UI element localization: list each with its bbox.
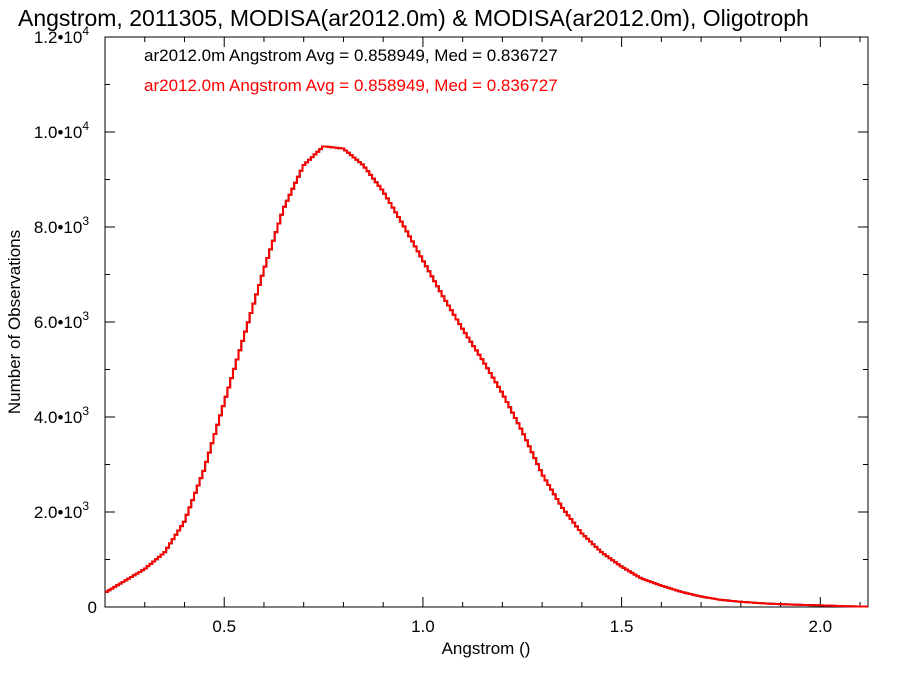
- y-tick-label: 8.0•103: [34, 214, 90, 237]
- x-tick-labels: 0.5 1.0 1.5 2.0: [212, 617, 832, 636]
- x-axis-label: Angstrom (): [442, 639, 531, 658]
- histogram-line-black: [105, 145, 868, 608]
- plot-frame: [104, 36, 869, 608]
- axis-ticks: [105, 36, 868, 608]
- y-axis-label: Number of Observations: [5, 230, 24, 414]
- histogram-series: [105, 145, 868, 608]
- y-tick-label: 4.0•103: [34, 404, 90, 427]
- x-tick-label: 1.0: [411, 617, 435, 636]
- y-tick-label: 1.0•104: [34, 119, 90, 142]
- histogram-line-red: [105, 145, 868, 608]
- x-tick-label: 1.5: [610, 617, 634, 636]
- y-tick-label: 6.0•103: [34, 309, 90, 332]
- y-tick-label: 2.0•103: [34, 499, 90, 522]
- y-tick-labels: 0 2.0•103 4.0•103 6.0•103 8.0•103 1.0•104 1.2•…: [34, 24, 97, 617]
- y-tick-label: 1.2•104: [34, 24, 90, 47]
- legend-entry-red: ar2012.0m Angstrom Avg = 0.858949, Med =…: [144, 76, 558, 95]
- x-tick-label: 0.5: [212, 617, 236, 636]
- chart-title: Angstrom, 2011305, MODISA(ar2012.0m) & M…: [18, 5, 809, 31]
- legend-entry-black: ar2012.0m Angstrom Avg = 0.858949, Med =…: [144, 46, 558, 65]
- y-tick-label: 0: [88, 598, 97, 617]
- x-tick-label: 2.0: [808, 617, 832, 636]
